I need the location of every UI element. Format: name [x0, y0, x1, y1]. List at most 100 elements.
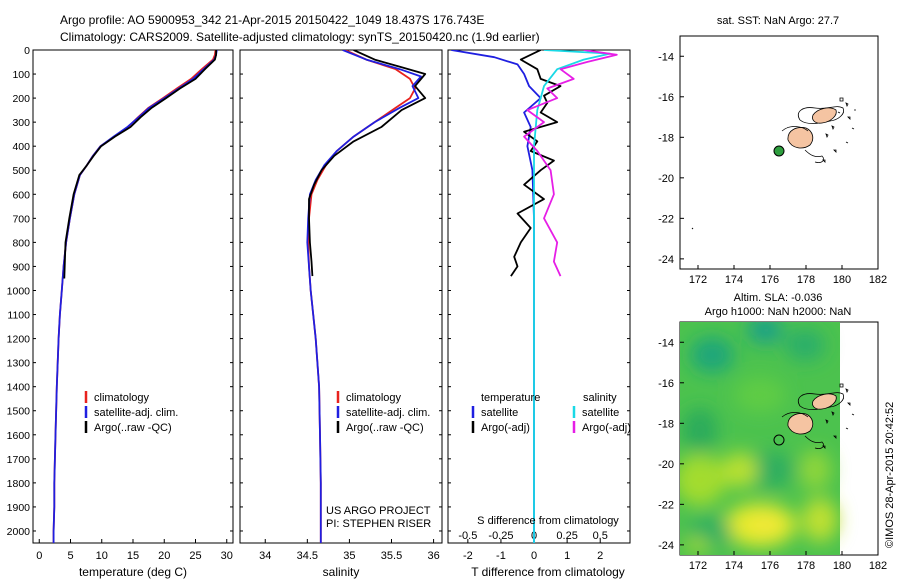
x-tick-label: 34.5: [297, 550, 318, 562]
imos-credit: ©IMOS 28-Apr-2015 20:42:52: [884, 402, 896, 548]
series-line-salinity_argo: [523, 50, 618, 277]
series-line-argo: [308, 50, 427, 277]
lon-tick-label: 182: [869, 274, 887, 286]
x-tick-label: 0: [531, 550, 537, 562]
temperature-xlabel: temperature (deg C): [79, 565, 187, 579]
lat-tick-label: -22: [658, 499, 674, 511]
figure-title-line2: Climatology: CARS2009. Satellite-adjuste…: [60, 30, 540, 44]
temperature-legend: climatology satellite-adj. clim. Argo(..…: [84, 391, 178, 434]
legend-label-argo: Argo(..raw -QC): [346, 422, 424, 434]
lon-tick-label: 180: [833, 274, 851, 286]
series-line-argo: [63, 50, 218, 279]
depth-tick-label: 0: [24, 45, 30, 57]
temperature-panel: 0100200300400500600700800900100011001200…: [7, 45, 630, 579]
depth-tick-label: 1400: [7, 382, 31, 394]
argo-float-marker: [773, 145, 785, 157]
series-line-argo: [510, 50, 562, 277]
legend-label-s-satellite: satellite: [582, 407, 619, 419]
pi-label: PI: STEPHEN RISER: [326, 518, 431, 530]
s-tick-label: 0.5: [593, 530, 608, 542]
lat-tick-label: -24: [658, 540, 674, 552]
depth-tick-label: 1300: [7, 358, 31, 370]
legend-label-climatology: climatology: [94, 392, 150, 404]
figure-title-line1: Argo profile: AO 5900953_342 21-Apr-2015…: [60, 13, 484, 27]
lat-tick-label: -16: [658, 378, 674, 390]
depth-axis: 0 100 200 300 400 500 600 700 800 900 1000 1100 1200…: [7, 45, 630, 538]
lon-tick-label: 176: [761, 560, 779, 572]
project-label: US ARGO PROJECT: [326, 505, 431, 517]
x-tick-label: 10: [96, 550, 108, 562]
depth-tick-label: 1200: [7, 334, 31, 346]
depth-tick-label: 2000: [7, 526, 31, 538]
sst-map-title: sat. SST: NaN Argo: 27.7: [717, 15, 839, 27]
series-line-satellite: [306, 50, 422, 543]
x-tick-label: 25: [189, 550, 201, 562]
lat-tick-label: -18: [658, 418, 674, 430]
lon-tick-label: 174: [725, 560, 743, 572]
lat-tick-label: -20: [658, 173, 674, 185]
difference-legend: temperature salinity satellite Argo(-adj…: [471, 392, 631, 434]
lon-tick-label: 178: [797, 274, 815, 286]
depth-tick-label: 1600: [7, 430, 31, 442]
lon-tick-label: 174: [725, 274, 743, 286]
series-line-satellite: [451, 50, 542, 543]
x-tick-label: 1: [564, 550, 570, 562]
fiji-islands-outline: [691, 97, 856, 230]
depth-tick-label: 300: [12, 117, 30, 129]
argo-float-marker-sla: [773, 434, 785, 446]
legend-label-argo: Argo(..raw -QC): [94, 422, 172, 434]
temperature-series: [52, 50, 218, 543]
s-tick-label: -0.5: [458, 530, 477, 542]
fiji-islands-outline-sla: [781, 383, 855, 449]
x-tick-label: 2: [597, 550, 603, 562]
x-tick-label: -2: [463, 550, 473, 562]
lon-tick-label: 172: [689, 560, 707, 572]
x-tick-label: 20: [158, 550, 170, 562]
salinity-series: [306, 50, 427, 543]
sst-map: sat. SST: NaN Argo: 27.7 172 174 176 178 180…: [658, 15, 887, 286]
legend-header-salinity: salinity: [583, 392, 617, 404]
x-tick-label: -1: [496, 550, 506, 562]
lat-tick-label: -24: [658, 254, 674, 266]
series-line-satellite: [52, 50, 218, 543]
x-tick-label: 30: [221, 550, 233, 562]
sla-map-title-line1: Altim. SLA: -0.036: [734, 292, 823, 304]
depth-tick-label: 400: [12, 141, 30, 153]
legend-label-s-argo: Argo(-adj): [582, 422, 631, 434]
difference-series: [451, 50, 618, 543]
lon-tick-label: 172: [689, 274, 707, 286]
lat-tick-label: -16: [658, 92, 674, 104]
series-line-climatology: [307, 50, 417, 543]
depth-tick-label: 1100: [7, 310, 30, 322]
lat-tick-label: -14: [658, 51, 674, 63]
x-tick-label: 36: [427, 550, 439, 562]
sla-map-title-line2: Argo h1000: NaN h2000: NaN: [705, 306, 852, 318]
difference-xlabel-top: S difference from climatology: [477, 515, 619, 527]
depth-tick-label: 200: [12, 93, 30, 105]
legend-label-satellite: satellite-adj. clim.: [94, 407, 178, 419]
s-tick-label: -0.25: [488, 530, 513, 542]
salinity-xlabel: salinity: [323, 565, 360, 579]
depth-tick-label: 1000: [7, 285, 31, 297]
x-tick-label: 15: [127, 550, 139, 562]
difference-xlabel-bottom: T difference from climatology: [471, 565, 625, 579]
depth-tick-label: 500: [12, 165, 30, 177]
x-tick-label: 35.5: [381, 550, 402, 562]
sla-map: Altim. SLA: -0.036 Argo h1000: NaN h2000…: [658, 292, 887, 572]
depth-tick-label: 900: [12, 261, 30, 273]
depth-tick-label: 1500: [7, 406, 31, 418]
series-line-salinity_satellite: [533, 50, 611, 543]
legend-label-t-argo: Argo(-adj): [481, 422, 530, 434]
temperature-x-axis: 0 5 10 15 20 25 30: [36, 539, 233, 562]
lat-tick-label: -22: [658, 213, 674, 225]
lat-tick-label: -14: [658, 337, 674, 349]
depth-tick-label: 700: [12, 213, 30, 225]
depth-tick-label: 1700: [7, 454, 31, 466]
depth-tick-label: 100: [12, 69, 30, 81]
difference-x-axis: -2 -1 0 1 2-0.5 -0.25 0 0.25 0.5: [458, 530, 607, 562]
difference-panel: -2 -1 0 1 2-0.5 -0.25 0 0.25 0.5 T difference fr…: [447, 49, 631, 579]
difference-axes-frame: [447, 49, 631, 544]
salinity-x-axis: 34 34.5 35 35.5 36: [259, 539, 440, 562]
x-tick-label: 5: [67, 550, 73, 562]
x-tick-label: 0: [36, 550, 42, 562]
